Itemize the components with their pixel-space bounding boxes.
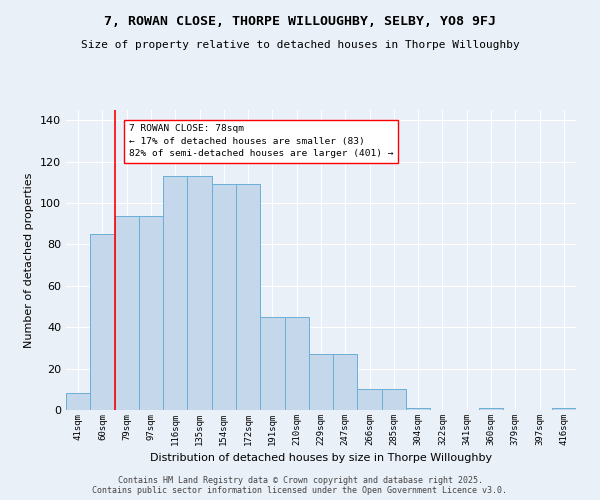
- Bar: [260, 317, 284, 410]
- X-axis label: Distribution of detached houses by size in Thorpe Willoughby: Distribution of detached houses by size …: [150, 454, 492, 464]
- Bar: [115, 216, 139, 410]
- Bar: [406, 408, 430, 410]
- Bar: [236, 184, 260, 410]
- Y-axis label: Number of detached properties: Number of detached properties: [25, 172, 34, 348]
- Text: 7, ROWAN CLOSE, THORPE WILLOUGHBY, SELBY, YO8 9FJ: 7, ROWAN CLOSE, THORPE WILLOUGHBY, SELBY…: [104, 15, 496, 28]
- Bar: [66, 394, 90, 410]
- Bar: [333, 354, 358, 410]
- Bar: [187, 176, 212, 410]
- Bar: [139, 216, 163, 410]
- Bar: [212, 184, 236, 410]
- Bar: [358, 390, 382, 410]
- Text: Size of property relative to detached houses in Thorpe Willoughby: Size of property relative to detached ho…: [80, 40, 520, 50]
- Text: 7 ROWAN CLOSE: 78sqm
← 17% of detached houses are smaller (83)
82% of semi-detac: 7 ROWAN CLOSE: 78sqm ← 17% of detached h…: [129, 124, 394, 158]
- Bar: [90, 234, 115, 410]
- Bar: [163, 176, 187, 410]
- Bar: [309, 354, 333, 410]
- Bar: [284, 317, 309, 410]
- Text: Contains HM Land Registry data © Crown copyright and database right 2025.
Contai: Contains HM Land Registry data © Crown c…: [92, 476, 508, 495]
- Bar: [382, 390, 406, 410]
- Bar: [552, 408, 576, 410]
- Bar: [479, 408, 503, 410]
